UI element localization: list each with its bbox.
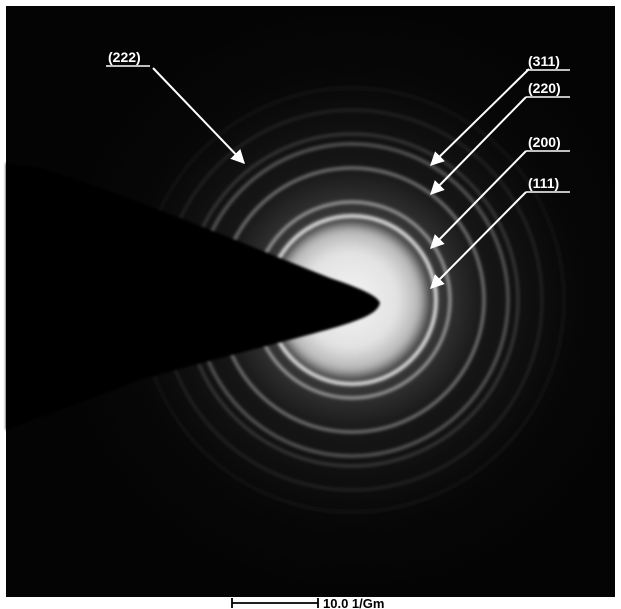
scale-bar: 10.0 1/Gm	[231, 596, 384, 609]
label-111: (111)	[528, 175, 559, 191]
arrow-111	[430, 191, 527, 289]
ring-labels: (222) (311) (220) (200) (111)	[106, 49, 570, 193]
label-311: (311)	[528, 53, 560, 69]
label-200: (200)	[528, 134, 561, 150]
annotation-arrows	[152, 67, 530, 289]
arrow-311	[429, 68, 530, 166]
arrow-220	[430, 96, 527, 196]
scale-bar-label: 10.0 1/Gm	[323, 596, 384, 609]
label-220: (220)	[528, 80, 561, 96]
label-222: (222)	[108, 49, 141, 65]
arrow-200	[430, 150, 527, 250]
arrow-222	[152, 67, 245, 165]
beam-stop	[6, 163, 380, 430]
